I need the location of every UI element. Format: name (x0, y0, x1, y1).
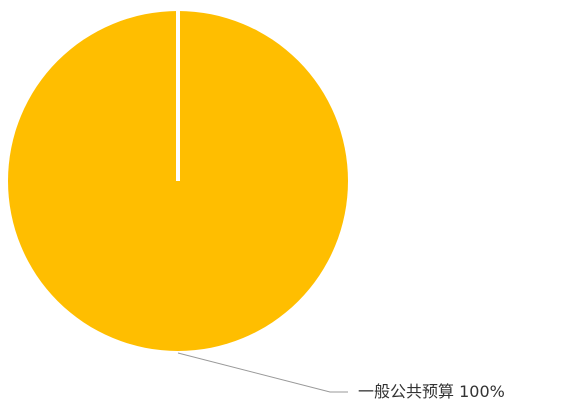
slice-value-label: 100% (459, 382, 505, 401)
slice-label: 一般公共预算 100% (358, 382, 505, 401)
leader-line (177, 352, 348, 393)
slice-category: 一般公共预算 (358, 382, 454, 401)
